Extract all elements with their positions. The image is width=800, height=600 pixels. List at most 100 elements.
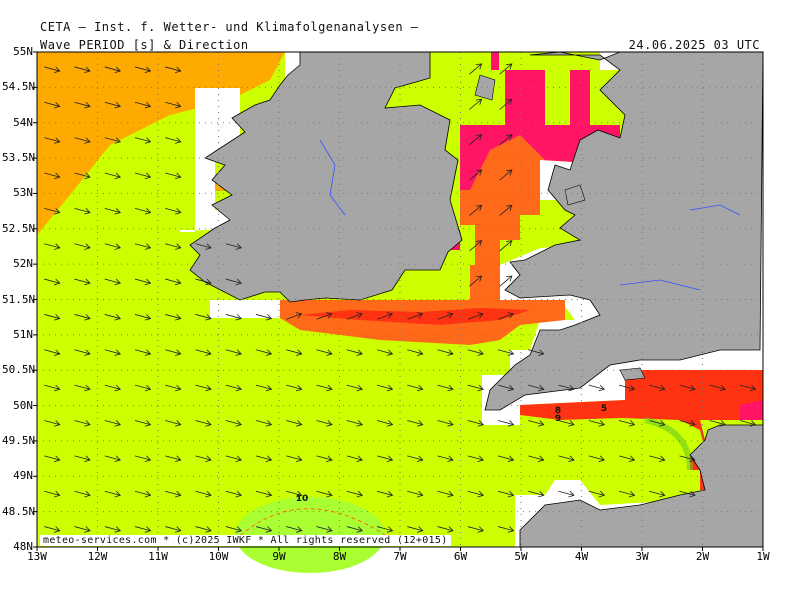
direction-arrow	[165, 349, 182, 356]
direction-arrow	[467, 526, 484, 533]
direction-arrow	[469, 240, 483, 252]
direction-arrow	[467, 349, 484, 356]
direction-arrow	[44, 455, 61, 462]
direction-arrow	[74, 384, 91, 392]
direction-arrow	[467, 384, 484, 392]
direction-arrow	[377, 312, 393, 320]
direction-arrow	[104, 420, 121, 427]
direction-arrow	[44, 526, 61, 533]
direction-arrow	[104, 490, 121, 498]
direction-arrow	[618, 490, 636, 498]
direction-arrow	[104, 278, 121, 286]
direction-arrow	[286, 420, 303, 427]
direction-arrow	[134, 66, 152, 74]
direction-arrow	[346, 312, 363, 320]
direction-arrow	[134, 526, 152, 533]
direction-arrow	[104, 66, 121, 74]
direction-arrow	[407, 384, 424, 392]
contour-label: 8	[555, 406, 561, 416]
direction-arrow	[74, 314, 91, 321]
direction-arrow	[195, 384, 212, 392]
direction-arrow	[195, 526, 212, 533]
shortest-period-patch	[740, 400, 763, 420]
longitude-label: 2W	[695, 550, 710, 563]
direction-arrow	[74, 66, 91, 74]
latitude-label: 49N	[13, 469, 33, 483]
direction-arrow	[497, 455, 515, 462]
latitude-label: 52.5N	[2, 221, 36, 235]
direction-arrow	[195, 490, 212, 498]
direction-arrow	[407, 349, 424, 356]
shortest-period-patch	[491, 52, 499, 70]
longitude-label: 10W	[208, 550, 229, 563]
isle-of-man	[474, 74, 496, 101]
direction-arrow	[316, 312, 333, 320]
direction-arrow	[165, 455, 182, 462]
direction-arrow	[44, 101, 61, 109]
direction-arrow	[588, 384, 605, 392]
latitude-label: 53.5N	[2, 151, 36, 165]
parameter-label: Wave PERIOD [s] & Direction	[40, 38, 249, 52]
direction-arrow	[588, 455, 605, 462]
direction-arrow	[225, 314, 242, 321]
direction-arrow	[499, 98, 513, 110]
direction-arrow	[104, 101, 121, 109]
direction-arrow	[165, 384, 182, 392]
direction-arrow	[134, 172, 152, 180]
direction-arrow	[165, 172, 182, 180]
latitude-label: 51.5N	[2, 292, 36, 306]
direction-arrow	[255, 526, 273, 533]
direction-arrow	[437, 455, 454, 462]
direction-arrow	[255, 455, 273, 462]
direction-arrow	[74, 455, 91, 462]
direction-arrow	[528, 455, 545, 462]
direction-arrow	[618, 420, 636, 427]
no-data-area	[180, 88, 280, 318]
direction-arrow	[255, 420, 273, 427]
direction-arrow	[195, 243, 212, 250]
longitude-label: 5W	[514, 550, 528, 563]
direction-arrow	[376, 384, 394, 392]
direction-arrow	[346, 420, 363, 427]
direction-arrow	[165, 207, 182, 215]
contour-line	[234, 508, 386, 541]
direction-arrow	[225, 420, 242, 427]
direction-arrow	[679, 420, 696, 427]
direction-arrow	[195, 420, 212, 427]
direction-arrow	[104, 137, 121, 144]
direction-arrow	[286, 384, 303, 392]
direction-arrow	[618, 455, 636, 462]
river	[689, 204, 741, 216]
direction-arrow	[104, 349, 121, 356]
direction-arrow	[74, 243, 91, 250]
direction-arrow	[225, 526, 242, 533]
latitude-label: 51N	[13, 327, 33, 341]
direction-arrow	[497, 384, 515, 392]
direction-arrow	[165, 490, 182, 498]
direction-arrow	[346, 490, 363, 498]
direction-arrow	[44, 490, 61, 498]
direction-arrow	[104, 172, 121, 180]
direction-arrow	[134, 455, 152, 462]
direction-arrow	[316, 349, 333, 356]
direction-arrow	[588, 420, 605, 427]
direction-arrow	[104, 207, 121, 215]
header-title: CETA — Inst. f. Wetter- und Klimafolgena…	[40, 20, 419, 34]
direction-arrow	[497, 349, 515, 356]
direction-arrow	[134, 384, 152, 392]
latitude-label: 50N	[13, 398, 33, 412]
direction-arrow	[195, 314, 212, 321]
direction-arrow	[134, 101, 152, 109]
direction-arrow	[134, 137, 152, 144]
direction-arrow	[407, 312, 424, 320]
direction-arrow	[346, 526, 363, 533]
direction-arrow	[225, 349, 242, 356]
direction-arrow	[407, 526, 424, 533]
direction-arrow	[104, 384, 121, 392]
direction-arrow	[104, 243, 121, 250]
direction-arrow	[134, 349, 152, 356]
direction-arrow	[316, 526, 333, 533]
direction-arrow	[225, 278, 242, 286]
direction-arrow	[44, 278, 61, 286]
direction-arrow	[469, 98, 483, 110]
